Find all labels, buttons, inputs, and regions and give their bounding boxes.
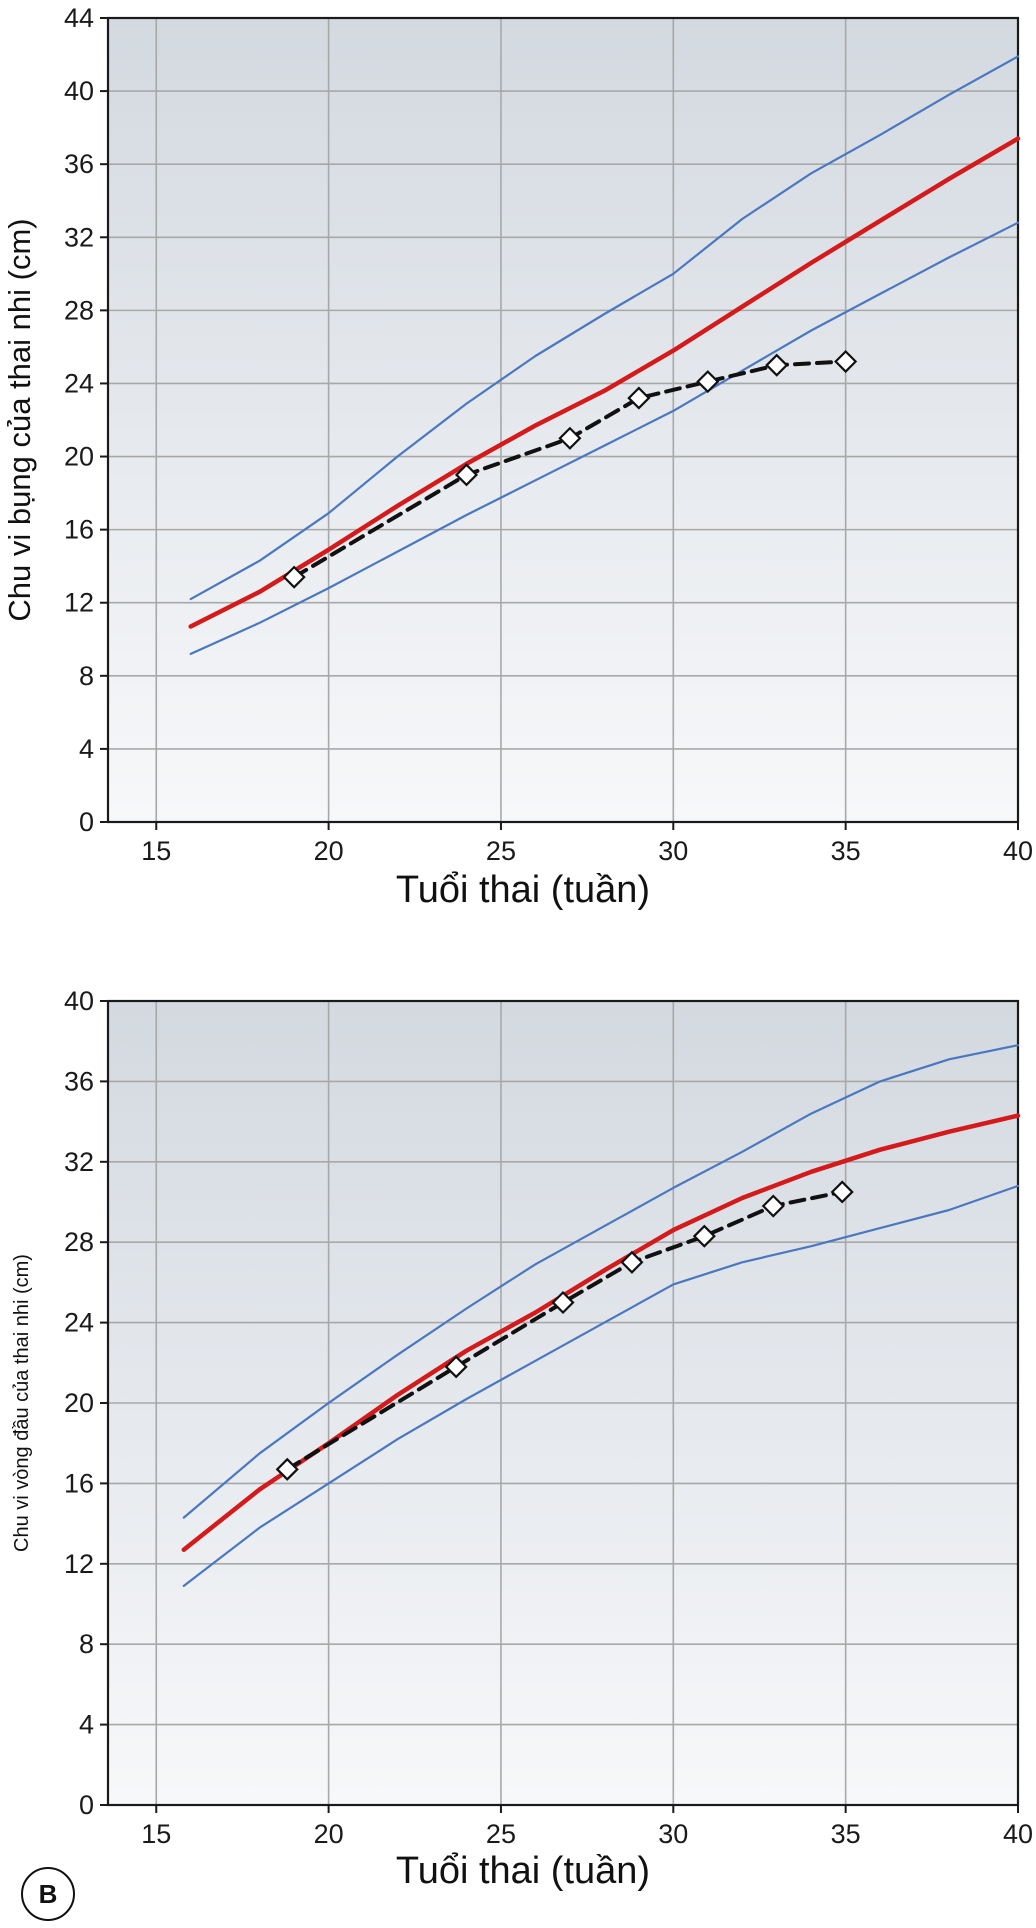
chart-panel-abdominal-circumference: 15 20 25 30 35 40 0 4 8 12 16 20 24 28 32 36 40 44 Tuổi th…	[2, 3, 1033, 911]
panel-1-x-tick-label: 20	[314, 836, 344, 866]
panel-1-series-lower-percentile-line	[189, 221, 1020, 656]
panel-1-plot-frame	[106, 16, 1020, 824]
panel-1-x-tick-label: 25	[486, 836, 516, 866]
panel-2-y-tick-label: 12	[64, 1549, 94, 1579]
panel-1-x-tick-label: 30	[658, 836, 688, 866]
panel-1-x-axis-title: Tuổi thai (tuần)	[396, 869, 650, 911]
panel-1-y-tick-label: 36	[64, 149, 94, 179]
panel-1-y-tick-label: 12	[64, 588, 94, 618]
panel-1-patient-point	[282, 565, 306, 589]
panel-2-y-tick-label: 36	[64, 1066, 94, 1096]
panel-1-patient-point	[696, 370, 720, 394]
panel-2-x-tick-label: 20	[314, 1819, 344, 1849]
panel-1-y-tick-label: 0	[79, 807, 94, 837]
panel-2-series-lower-percentile-line	[182, 1184, 1020, 1588]
panel-1-x-tick-label: 35	[831, 836, 861, 866]
panel-1-y-axis-title: Chu vi bụng của thai nhi (cm)	[2, 218, 37, 621]
panel-2-y-tick-label: 8	[79, 1629, 94, 1659]
panel-2-y-tick-label: 0	[79, 1790, 94, 1820]
panel-2-panel-badge	[21, 1867, 75, 1921]
panel-1-y-tick-label: 24	[64, 368, 94, 398]
panel-1-x-tick-label: 40	[1003, 836, 1033, 866]
panel-1-patient-point	[834, 349, 858, 374]
chart-panel-head-circumference: 15 20 25 30 35 40 0 4 8 12 16 20 24 28 32 36 40 Tuổi thai…	[11, 986, 1033, 1921]
panel-1-plot-area	[108, 18, 1018, 822]
panel-2-patient-point	[761, 1194, 785, 1218]
panel-2-patient-point	[551, 1290, 575, 1315]
panel-1-series-median-line	[188, 136, 1021, 629]
panel-1-y-tick-label: 20	[64, 442, 94, 472]
panel-1-y-tick-label: 4	[79, 734, 94, 764]
panel-2-y-tick-label: 4	[79, 1710, 94, 1740]
panel-1-series-upper-percentile-line	[189, 55, 1020, 601]
panel-2-y-axis-title: Chu vi vòng đầu của thai nhi (cm)	[11, 1254, 33, 1552]
panel-1-y-tick-label: 28	[64, 295, 94, 325]
panel-2-y-tick-label: 16	[64, 1468, 94, 1498]
panel-2-patient-point	[830, 1180, 854, 1204]
panel-2-patient-point	[444, 1355, 468, 1379]
panel-2-series-upper-percentile-line	[182, 1044, 1020, 1519]
panel-1-patient-point	[765, 353, 789, 377]
panel-2-panel-letter: B	[39, 1879, 58, 1909]
panel-2-patient-point	[692, 1224, 716, 1248]
panel-2-y-tick-label: 40	[64, 986, 94, 1016]
panel-2-y-tick-label: 28	[64, 1227, 94, 1257]
panel-2-y-tick-label: 20	[64, 1388, 94, 1418]
panel-1-patient-point	[627, 386, 651, 410]
panel-1-y-tick-label: 32	[64, 222, 94, 252]
panel-1-y-tick-label: 44	[64, 3, 94, 33]
panel-2-x-tick-label: 30	[658, 1819, 688, 1849]
panel-1-patient-point	[558, 426, 582, 450]
panel-2-x-tick-label: 25	[486, 1819, 516, 1849]
panel-1-y-tick-label: 8	[79, 661, 94, 691]
panel-2-patient-point	[275, 1457, 299, 1481]
panel-2-x-tick-label: 15	[141, 1819, 171, 1849]
panel-1-y-tick-label: 40	[64, 76, 94, 106]
panel-2-y-tick-label: 32	[64, 1147, 94, 1177]
panel-2-x-axis-title: Tuổi thai (tuần)	[396, 1850, 650, 1892]
panel-2-patient-point	[620, 1250, 644, 1274]
panel-1-x-tick-label: 15	[141, 836, 171, 866]
panel-2-x-tick-label: 40	[1003, 1819, 1033, 1849]
panel-2-x-tick-label: 35	[831, 1819, 861, 1849]
panel-1-y-tick-label: 16	[64, 515, 94, 545]
panel-2-y-tick-label: 24	[64, 1308, 94, 1338]
panel-1-patient-point	[454, 463, 479, 487]
